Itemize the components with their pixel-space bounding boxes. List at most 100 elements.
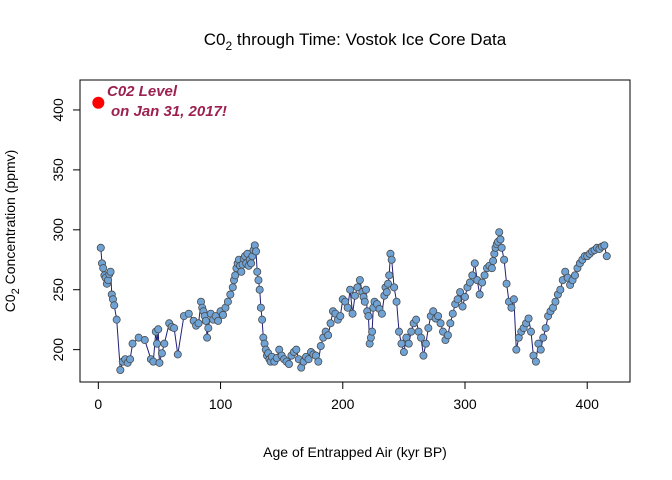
co2-point <box>346 285 355 294</box>
y-axis-label: C02 Concentration (ppmv) <box>2 150 22 313</box>
co2-point <box>394 327 403 336</box>
co2-point <box>390 283 399 292</box>
x-axis: 0 100 200 300 400 <box>94 381 600 412</box>
x-tick-label: 0 <box>94 396 102 412</box>
co2-point <box>502 279 511 288</box>
co2-point <box>407 327 416 336</box>
co2-point <box>497 243 506 252</box>
plot-frame <box>79 79 631 383</box>
co2-point <box>223 297 232 306</box>
co2-point <box>254 276 263 285</box>
co2-point <box>470 259 479 268</box>
y-tick-label: 350 <box>50 158 66 182</box>
co2-point <box>255 285 264 294</box>
co2-point <box>556 285 565 294</box>
co2-point <box>421 339 430 348</box>
co2-point <box>509 295 518 304</box>
co2-point <box>383 279 392 288</box>
co2-point <box>160 339 169 348</box>
co2-point <box>551 297 560 306</box>
co2-point <box>453 295 462 304</box>
current-co2-marker <box>92 96 105 109</box>
co2-point <box>361 285 370 294</box>
co2-point <box>541 324 550 333</box>
co2-point <box>304 355 313 364</box>
co2-point <box>460 292 469 301</box>
co2-point <box>507 303 516 312</box>
y-tick-label: 250 <box>50 278 66 302</box>
co2-point <box>397 339 406 348</box>
co2-point <box>424 324 433 333</box>
co2-point <box>343 303 352 312</box>
co2-point <box>247 259 256 268</box>
co2-point <box>500 255 509 264</box>
co2-point <box>448 309 457 318</box>
co2-point <box>602 252 611 261</box>
x-tick-label: 300 <box>453 396 477 412</box>
co2-point <box>436 319 445 328</box>
co2-point <box>201 316 210 325</box>
co2-points <box>96 228 611 375</box>
co2-point <box>99 264 108 273</box>
co2-point <box>531 357 540 366</box>
co2-point <box>228 283 237 292</box>
co2-point <box>203 333 212 342</box>
co2-point <box>478 278 487 287</box>
co2-point <box>443 331 452 340</box>
co2-point <box>110 301 119 310</box>
co2-point <box>489 256 498 265</box>
co2-point <box>355 276 364 285</box>
x-tick-label: 400 <box>576 396 600 412</box>
co2-point <box>382 288 391 297</box>
co2-point <box>487 264 496 273</box>
annotation-line-2: on Jan 31, 2017! <box>111 103 227 120</box>
co2-point <box>385 271 394 280</box>
y-tick-label: 400 <box>50 98 66 122</box>
co2-point <box>387 255 396 264</box>
co2-point <box>184 309 193 318</box>
co2-point <box>360 297 369 306</box>
co2-point <box>292 345 301 354</box>
co2-point <box>496 235 505 244</box>
co2-series <box>100 232 608 371</box>
co2-point <box>326 319 335 328</box>
co2-point <box>392 297 401 306</box>
co2-point <box>399 348 408 357</box>
co2-point <box>152 339 161 348</box>
co2-point <box>204 324 213 333</box>
co2-point <box>419 351 428 360</box>
x-tick-label: 200 <box>331 396 355 412</box>
co2-point <box>348 309 357 318</box>
co2-point <box>253 267 262 276</box>
co2-point <box>128 339 137 348</box>
co2-point <box>458 302 467 311</box>
co2-point <box>284 360 293 369</box>
chart-title: C02 through Time: Vostok Ice Core Data <box>204 30 507 53</box>
co2-point <box>116 366 125 375</box>
co2-point <box>412 315 421 324</box>
co2-point <box>256 303 265 312</box>
co2-point <box>258 315 267 324</box>
co2-point <box>536 345 545 354</box>
co2-point <box>527 327 536 336</box>
co2-point <box>155 358 164 367</box>
annotation-line-1: C02 Level <box>107 83 178 100</box>
co2-point <box>571 271 580 280</box>
co2-point <box>468 271 477 280</box>
y-tick-label: 200 <box>50 338 66 362</box>
current-co2-point <box>92 96 105 109</box>
co2-point <box>214 316 223 325</box>
co2-point <box>140 336 149 345</box>
co2-point <box>512 345 521 354</box>
co2-point <box>416 333 425 342</box>
co2-point <box>157 349 166 358</box>
y-axis: 200 250 300 350 400 <box>50 98 81 362</box>
co2-point <box>126 355 135 364</box>
co2-point <box>364 312 373 321</box>
co2-point <box>251 247 260 256</box>
co2-point <box>368 327 377 336</box>
co2-point <box>377 309 386 318</box>
co2-point <box>106 267 115 276</box>
co2-point <box>524 314 533 323</box>
